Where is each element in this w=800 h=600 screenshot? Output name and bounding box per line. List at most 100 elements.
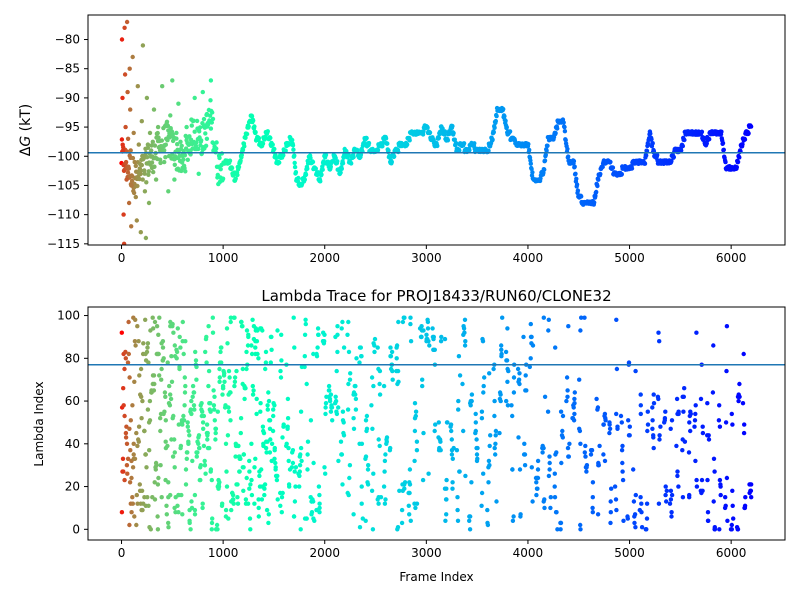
top-data-point [302, 177, 307, 182]
bottom-data-point [206, 324, 211, 329]
top-data-point [425, 125, 430, 130]
bottom-data-point [185, 420, 190, 425]
bottom-data-point [351, 416, 356, 421]
bottom-data-point [226, 516, 231, 521]
bottom-data-point [528, 321, 533, 327]
top-data-point [123, 159, 129, 165]
bottom-data-point [381, 383, 387, 389]
bottom-data-point [395, 525, 401, 530]
bottom-data-point [156, 351, 161, 357]
top-data-point [209, 120, 214, 125]
bottom-data-point [400, 319, 406, 325]
top-data-point [208, 78, 214, 83]
bottom-data-point [193, 349, 198, 355]
bottom-data-point [210, 315, 215, 320]
bottom-data-point [730, 422, 735, 427]
bottom-data-point [408, 321, 413, 327]
bottom-data-point [347, 377, 353, 382]
bottom-data-point [292, 499, 298, 504]
bottom-y-axis-label: Lambda Index [32, 381, 46, 466]
bottom-data-point [129, 475, 134, 481]
top-data-point [650, 141, 655, 146]
bottom-data-point [228, 390, 233, 395]
top-data-point [132, 159, 137, 165]
bottom-data-point [174, 356, 179, 361]
bottom-data-point [657, 339, 662, 344]
bottom-data-point [407, 490, 412, 496]
bottom-data-point [680, 495, 686, 500]
top-data-point [339, 166, 344, 171]
top-data-point [566, 154, 571, 159]
bottom-data-point [388, 354, 394, 359]
top-data-point [122, 72, 128, 77]
bottom-data-point [668, 488, 674, 493]
top-data-point [277, 160, 282, 165]
bottom-data-point [347, 475, 352, 481]
top-data-point [746, 131, 751, 136]
bottom-data-point [227, 375, 232, 380]
bottom-x-tick-label: 6000 [716, 546, 747, 560]
bottom-data-point [222, 371, 227, 376]
bottom-data-point [481, 390, 486, 395]
bottom-data-point [388, 345, 393, 350]
top-data-point [137, 171, 142, 176]
bottom-data-point [451, 445, 456, 451]
bottom-data-point [129, 510, 134, 515]
top-data-point [493, 118, 498, 124]
top-data-point [142, 168, 147, 173]
bottom-data-point [298, 527, 303, 532]
bottom-data-point [245, 343, 251, 348]
top-data-point [166, 189, 171, 194]
bottom-data-point [243, 497, 249, 502]
bottom-data-point [555, 527, 560, 532]
bottom-data-point [341, 433, 347, 438]
top-data-point [149, 160, 155, 165]
bottom-data-point [382, 458, 388, 464]
bottom-data-point [705, 518, 711, 523]
bottom-panel: Lambda Trace for PROJ18433/RUN60/CLONE32… [32, 287, 786, 584]
top-data-point [162, 148, 167, 153]
bottom-data-point [500, 315, 505, 320]
bottom-data-point [254, 339, 260, 344]
bottom-data-point [121, 469, 126, 474]
top-data-point [679, 148, 684, 153]
bottom-data-point [127, 426, 132, 431]
bottom-data-point [126, 351, 131, 357]
top-data-point [174, 136, 179, 141]
bottom-data-point [427, 343, 432, 348]
top-data-point [214, 146, 219, 151]
top-data-point [208, 98, 213, 103]
bottom-data-point [176, 510, 181, 515]
bottom-data-point [210, 330, 216, 335]
top-data-point [217, 155, 222, 161]
bottom-data-point [481, 471, 486, 476]
bottom-data-point [631, 467, 636, 472]
bottom-data-point [584, 469, 589, 474]
bottom-data-point [511, 514, 516, 519]
bottom-data-point [328, 392, 334, 397]
bottom-data-point [566, 324, 571, 329]
bottom-data-point [305, 439, 311, 444]
bottom-data-point [175, 326, 180, 331]
bottom-data-point [372, 343, 377, 348]
bottom-data-point [694, 477, 699, 483]
top-data-point [527, 147, 532, 153]
top-data-point [646, 142, 651, 148]
bottom-data-point [522, 463, 528, 468]
bottom-data-point [607, 430, 612, 436]
top-data-point [562, 124, 567, 130]
bottom-data-point [639, 501, 644, 506]
bottom-data-point [157, 315, 162, 320]
bottom-data-point [321, 341, 327, 346]
bottom-data-point [558, 409, 564, 414]
bottom-data-point [493, 441, 498, 446]
bottom-data-point [266, 390, 271, 395]
bottom-data-point [414, 439, 420, 444]
bottom-data-point [377, 381, 382, 387]
bottom-data-point [572, 411, 577, 417]
bottom-data-point [469, 392, 475, 397]
bottom-data-point [542, 394, 548, 399]
bottom-data-point [383, 497, 388, 502]
top-data-point [574, 176, 579, 181]
bottom-data-point [359, 501, 364, 506]
